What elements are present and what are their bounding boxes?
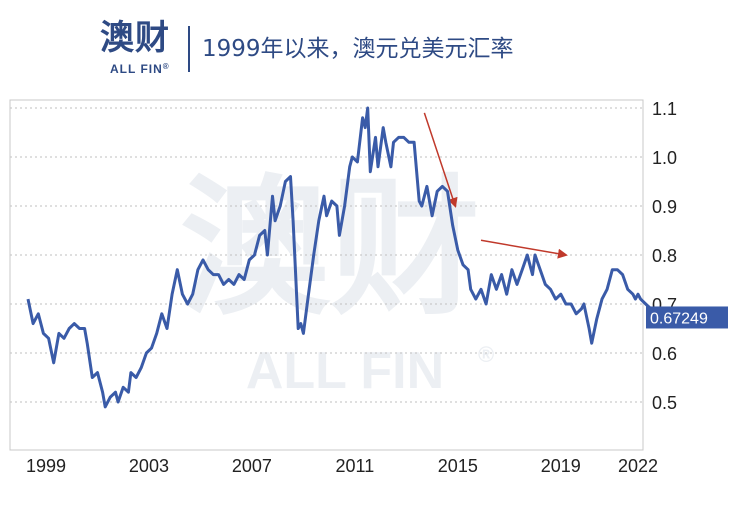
y-tick-label: 1.1	[652, 99, 677, 119]
logo-registered-mark: ®	[162, 62, 170, 71]
y-tick-label: 1.0	[652, 148, 677, 168]
watermark-registered-mark: ®	[478, 342, 494, 367]
x-tick-label: 2015	[438, 456, 478, 476]
chart-title: 1999年以来，澳元兑美元汇率	[202, 36, 514, 62]
y-tick-label: 0.6	[652, 344, 677, 364]
y-tick-label: 0.8	[652, 246, 677, 266]
trend-arrow-2	[480, 239, 568, 259]
last-value-badge: 0.67249	[646, 306, 728, 329]
watermark-chinese: 澳财	[180, 164, 480, 332]
x-tick-label: 1999	[26, 456, 66, 476]
logo-en-label: ALL FIN	[110, 62, 163, 76]
header-divider	[188, 26, 190, 72]
watermark-english: ALL FIN	[246, 342, 444, 400]
trend-arrow-1	[423, 112, 458, 208]
logo-english-text: ALL FIN®	[110, 62, 170, 76]
x-axis-ticks: 1999 2003 2007 2011 2015 2019 2022	[26, 456, 658, 476]
series-line-aud-usd	[26, 106, 658, 409]
chart-header: 澳财 ALL FIN® 1999年以来，澳元兑美元汇率	[0, 0, 730, 90]
gridlines	[10, 107, 643, 403]
y-tick-label: 0.5	[652, 393, 677, 413]
y-tick-label: 0.9	[652, 197, 677, 217]
logo-chinese-text: 澳财	[100, 18, 170, 58]
last-value-background	[646, 306, 728, 329]
x-tick-label: 2003	[129, 456, 169, 476]
trend-arrows	[423, 112, 568, 259]
x-tick-label: 2007	[232, 456, 272, 476]
x-tick-label: 2011	[336, 456, 375, 476]
plot-frame	[9, 99, 644, 451]
y-axis-ticks: 1.11.00.90.80.70.60.5	[652, 99, 677, 413]
allfin-logo: 澳财 ALL FIN®	[100, 18, 190, 78]
x-tick-label: 2022	[618, 456, 658, 476]
last-value-label: 0.67249	[650, 310, 708, 327]
x-tick-label: 2019	[541, 456, 581, 476]
